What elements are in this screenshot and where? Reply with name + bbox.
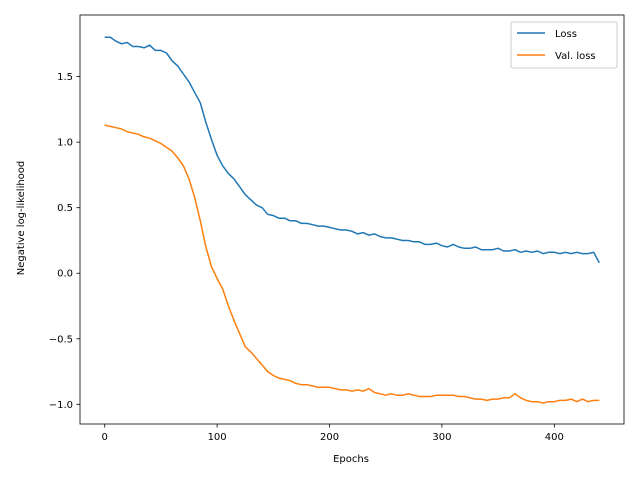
x-tick-label: 200 [320,432,339,443]
y-tick-label: 1.5 [57,72,73,83]
x-tick-label: 400 [545,432,564,443]
y-tick-label: −1.0 [49,400,73,411]
y-tick-label: 0.0 [57,269,73,280]
series-line-val-loss [104,124,600,404]
y-axis-ticks: −1.0 −0.5 0.0 0.5 1.0 1.5 [49,72,80,411]
axes-border [79,14,625,425]
x-tick-label: 300 [432,432,451,443]
series-line-loss [104,36,600,264]
legend-label-val-loss: Val. loss [555,51,596,62]
legend: Loss Val. loss [510,21,618,69]
x-tick-label: 0 [102,432,108,443]
x-tick-label: 100 [208,432,227,443]
plot-lines [104,36,600,404]
y-tick-label: −0.5 [49,334,73,345]
y-axis-title: Negative log-likelihood [16,161,27,276]
y-tick-label: 1.0 [57,138,73,149]
y-tick-label: 0.5 [57,203,73,214]
x-axis-ticks: 0 100 200 300 400 [102,424,564,443]
legend-label-loss: Loss [555,29,577,40]
axes-frame [79,14,625,425]
x-axis-title: Epochs [333,454,369,465]
